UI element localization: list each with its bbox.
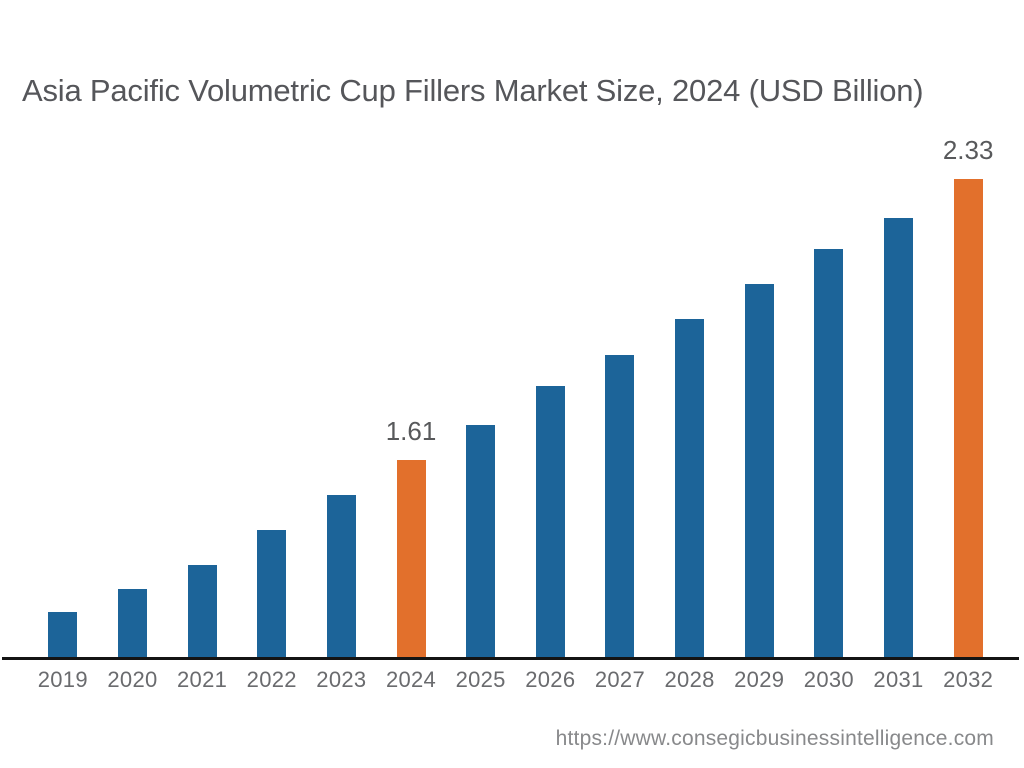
x-axis-line bbox=[2, 657, 1019, 660]
bar-column-2031 bbox=[864, 140, 934, 657]
bar-2025 bbox=[466, 425, 496, 657]
bar-column-2024: 1.61 bbox=[376, 140, 446, 657]
bar-column-2028 bbox=[655, 140, 725, 657]
x-axis-label-2022: 2022 bbox=[246, 667, 297, 692]
bar-value-label-2024: 1.61 bbox=[385, 416, 437, 446]
bar-2022 bbox=[257, 530, 287, 657]
x-axis-label-2031: 2031 bbox=[873, 667, 924, 692]
bar-2028 bbox=[675, 319, 705, 657]
x-axis-label-2024: 2024 bbox=[385, 667, 437, 692]
bar-2020 bbox=[117, 589, 147, 657]
x-axis-label-2030: 2030 bbox=[803, 667, 854, 692]
x-axis-labels: 2019 2020 2021 2022 2023 2024 2025 2026 2027 2028… bbox=[28, 667, 1003, 693]
bar-column-2025 bbox=[446, 140, 516, 657]
source-url: https://www.consegicbusinessintelligence… bbox=[555, 727, 994, 750]
bar-column-2020 bbox=[98, 140, 168, 657]
bar-2030 bbox=[814, 249, 844, 657]
bar-plot-area: 1.61 2.33 bbox=[28, 135, 1003, 657]
bar-2026 bbox=[535, 386, 565, 657]
bar-2029 bbox=[744, 284, 774, 657]
bar-column-2022 bbox=[237, 140, 307, 657]
bar-2027 bbox=[605, 355, 635, 657]
x-axis-label-2029: 2029 bbox=[734, 667, 785, 692]
x-axis-label-2027: 2027 bbox=[594, 667, 646, 692]
bar-column-2026 bbox=[515, 140, 585, 657]
bar-column-2032: 2.33 bbox=[933, 135, 1003, 657]
bar-2019 bbox=[48, 612, 78, 657]
x-axis-label-2021: 2021 bbox=[177, 667, 228, 692]
chart-title: Asia Pacific Volumetric Cup Fillers Mark… bbox=[22, 73, 924, 108]
bar-column-2023 bbox=[307, 140, 377, 657]
x-axis-label-2028: 2028 bbox=[664, 667, 715, 692]
x-axis-label-2025: 2025 bbox=[455, 667, 506, 692]
x-axis-label-2020: 2020 bbox=[107, 667, 158, 692]
bar-2024 bbox=[396, 460, 426, 657]
bar-2023 bbox=[326, 495, 356, 657]
bar-column-2019 bbox=[28, 140, 98, 657]
bar-column-2030 bbox=[794, 140, 864, 657]
bar-2021 bbox=[187, 565, 217, 657]
x-axis-label-2023: 2023 bbox=[316, 667, 367, 692]
x-axis-label-2019: 2019 bbox=[37, 667, 88, 692]
bar-2032 bbox=[953, 179, 983, 657]
bar-column-2029 bbox=[724, 140, 794, 657]
bar-value-label-2032: 2.33 bbox=[942, 135, 994, 165]
bar-column-2027 bbox=[585, 140, 655, 657]
bar-column-2021 bbox=[167, 140, 237, 657]
x-axis-label-2026: 2026 bbox=[525, 667, 576, 692]
x-axis-label-2032: 2032 bbox=[943, 667, 994, 692]
bar-2031 bbox=[884, 218, 913, 657]
